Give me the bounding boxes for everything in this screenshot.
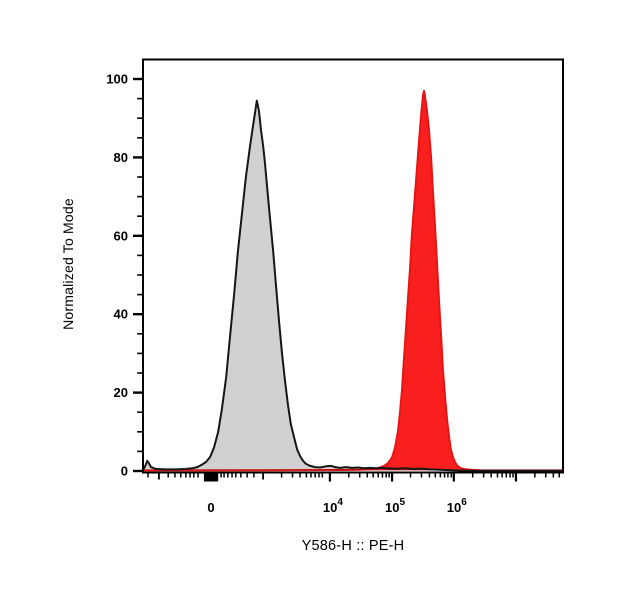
y-axis-ticks: 0 20 40 60 80 100 <box>106 72 142 479</box>
x-axis-ticks: 0 104 105 106 <box>147 472 560 515</box>
y-tick-label: 40 <box>114 307 128 322</box>
y-tick-label: 80 <box>114 150 128 165</box>
x-tick-label: 105 <box>385 497 405 515</box>
x-tick-label: 0 <box>207 500 214 515</box>
y-axis-title: Normalized To Mode <box>60 198 76 330</box>
x-axis-title: Y586-H :: PE-H <box>301 538 405 554</box>
y-tick-label: 20 <box>114 385 128 400</box>
red-stained-histogram-fill <box>143 90 563 471</box>
x-tick-label: 106 <box>447 497 467 515</box>
gray-control-histogram-fill <box>143 100 563 471</box>
gray-control-histogram-outline <box>142 99 564 472</box>
histogram-curves <box>142 89 564 472</box>
red-stained-histogram-outline <box>142 89 564 472</box>
y-tick-label: 0 <box>121 464 128 479</box>
y-tick-label: 100 <box>106 72 128 87</box>
plot-frame <box>142 58 564 474</box>
x-tick-label: 104 <box>323 497 343 515</box>
y-tick-label: 60 <box>114 228 128 243</box>
